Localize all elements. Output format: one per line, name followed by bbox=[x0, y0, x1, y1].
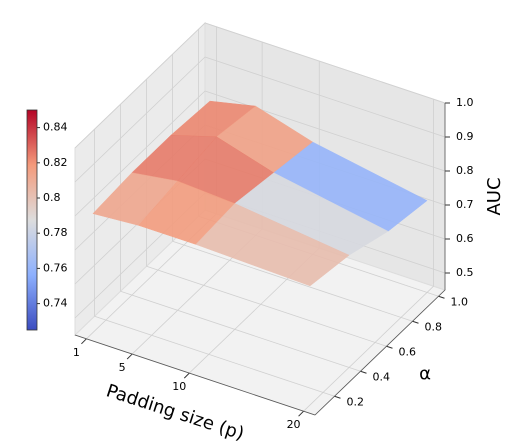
grid-line bbox=[94, 315, 335, 397]
grid-line bbox=[74, 90, 206, 217]
colorbar-tick-label: 0.8 bbox=[43, 191, 61, 204]
z-tick-label: 0.8 bbox=[456, 164, 474, 177]
x-tick-label: 1 bbox=[73, 346, 80, 359]
colorbar-tick-label: 0.74 bbox=[43, 297, 68, 310]
grid-line bbox=[204, 90, 446, 172]
y-tick-label: 0.4 bbox=[373, 370, 391, 383]
grid-line bbox=[204, 56, 446, 138]
x-tick bbox=[126, 353, 133, 360]
y-tick-label: 0.6 bbox=[399, 345, 417, 358]
colorbar-tick-label: 0.84 bbox=[43, 121, 68, 134]
grid-line bbox=[146, 265, 387, 347]
grid-line bbox=[172, 240, 413, 322]
grid-line bbox=[303, 285, 434, 412]
grid-line bbox=[204, 22, 446, 104]
x-tick bbox=[183, 372, 190, 379]
y-tick-label: 0.8 bbox=[425, 320, 443, 333]
y-tick bbox=[334, 395, 341, 399]
x-tick-label: 20 bbox=[287, 418, 301, 431]
y-tick bbox=[412, 320, 419, 324]
z-tick-label: 0.7 bbox=[456, 198, 474, 211]
y-tick bbox=[438, 295, 445, 299]
x-tick-label: 5 bbox=[119, 361, 126, 374]
y-tick bbox=[386, 345, 393, 349]
y-tick bbox=[360, 370, 367, 374]
colorbar-tick-label: 0.76 bbox=[43, 261, 68, 274]
z-tick-label: 0.6 bbox=[456, 232, 474, 245]
z-tick-label: 0.9 bbox=[456, 130, 474, 143]
colorbar-tick-label: 0.78 bbox=[43, 226, 68, 239]
grid-line bbox=[74, 56, 206, 183]
axis-line bbox=[314, 289, 446, 416]
colorbar bbox=[26, 109, 38, 331]
y-tick-label: 0.2 bbox=[347, 395, 365, 408]
x-tick bbox=[298, 410, 304, 417]
surface-patch bbox=[195, 203, 350, 287]
axis-line bbox=[74, 334, 316, 416]
colorbar-tick-label: 0.82 bbox=[43, 156, 68, 169]
x-tick bbox=[81, 338, 87, 345]
y-axis-label: α bbox=[419, 364, 431, 385]
z-axis-label: AUC bbox=[484, 177, 505, 215]
y-tick-label: 1.0 bbox=[451, 295, 469, 308]
x-tick-label: 10 bbox=[172, 380, 186, 393]
z-tick-label: 0.5 bbox=[456, 266, 474, 279]
z-tick-label: 1.0 bbox=[456, 96, 474, 109]
grid-line bbox=[74, 22, 206, 149]
grid-line bbox=[120, 290, 361, 372]
